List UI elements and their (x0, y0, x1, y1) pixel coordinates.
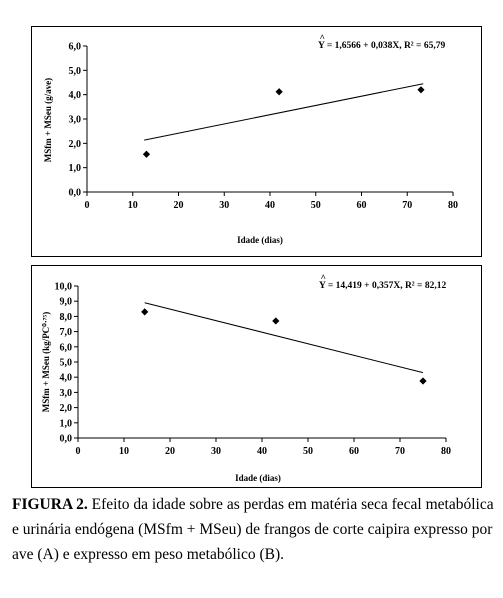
data-point (141, 308, 149, 316)
x-tick-label: 30 (211, 446, 221, 457)
chart-b-svg: 0,0 1,0 2,0 3,0 4,0 5,0 6,0 7,0 8,0 9,0 10,0 0 10 20 3… (41, 274, 451, 483)
y-tick-label: 0,0 (60, 434, 73, 445)
x-tick-label: 30 (219, 200, 229, 211)
y-tick-label: 9,0 (60, 297, 73, 308)
y-tick-label: 6,0 (60, 342, 73, 353)
y-tick-label: 2,0 (60, 403, 73, 414)
x-tick-label: 0 (76, 446, 81, 457)
x-tick-label: 50 (303, 446, 313, 457)
y-tick-label: 7,0 (60, 327, 73, 338)
figure-caption: FIGURA 2. Efeito da idade sobre as perda… (12, 492, 494, 567)
x-tick-label: 10 (128, 200, 138, 211)
chart-panel-a: 0,0 1,0 2,0 3,0 4,0 5,0 6,0 0 10 20 30 40 50 60 70 80 Y … (31, 26, 482, 257)
equation-hat-mark: ^ (320, 34, 326, 44)
x-tick-label: 70 (402, 200, 412, 211)
x-tick-label: 50 (311, 200, 321, 211)
x-tick-label: 80 (448, 200, 458, 211)
y-axis-label: MSfm + MSeu (kg/PC⁰·⁷⁵) (41, 312, 51, 412)
y-tick-label: 5,0 (60, 358, 73, 369)
x-axis-label: Idade (dias) (235, 473, 281, 483)
y-tick-label: 3,0 (69, 115, 82, 126)
x-tick-label: 80 (441, 446, 451, 457)
y-tick-label: 4,0 (69, 90, 82, 101)
data-point (419, 377, 427, 385)
x-tick-label: 40 (257, 446, 267, 457)
y-tick-label: 1,0 (69, 163, 82, 174)
trend-line (144, 83, 424, 141)
data-point (272, 317, 280, 325)
x-tick-label: 70 (395, 446, 405, 457)
caption-text: Efeito da idade sobre as perdas em matér… (12, 496, 494, 563)
y-tick-label: 0,0 (69, 188, 82, 199)
y-tick-label: 4,0 (60, 373, 73, 384)
y-tick-label: 8,0 (60, 312, 73, 323)
y-tick-label: 3,0 (60, 388, 73, 399)
y-tick-label: 6,0 (69, 42, 82, 53)
x-tick-label: 60 (349, 446, 359, 457)
chart-a-svg: 0,0 1,0 2,0 3,0 4,0 5,0 6,0 0 10 20 30 40 50 60 70 80 Y … (43, 34, 458, 245)
chart-panel-b: 0,0 1,0 2,0 3,0 4,0 5,0 6,0 7,0 8,0 9,0 10,0 0 10 20 3… (31, 265, 482, 488)
y-tick-label: 10,0 (55, 282, 73, 293)
x-tick-label: 0 (85, 200, 90, 211)
x-tick-label: 40 (265, 200, 275, 211)
regression-equation: Y = 1,6566 + 0,038X, R² = 65,79 (318, 41, 445, 51)
y-axis-label: MSfm + MSeu (g/ave) (43, 78, 53, 162)
data-point (275, 88, 283, 96)
x-tick-label: 60 (357, 200, 367, 211)
x-tick-label: 20 (165, 446, 175, 457)
x-tick-label: 10 (119, 446, 129, 457)
data-point (417, 86, 425, 94)
x-tick-label: 20 (174, 200, 184, 211)
equation-hat-mark: ^ (321, 274, 327, 284)
trend-line (144, 302, 424, 374)
y-tick-label: 2,0 (69, 139, 82, 150)
y-tick-label: 5,0 (69, 66, 82, 77)
y-tick-label: 1,0 (60, 418, 73, 429)
caption-label: FIGURA 2. (12, 496, 88, 513)
data-point (142, 150, 151, 158)
x-axis-label: Idade (dias) (237, 235, 283, 245)
regression-equation: Y = 14,419 + 0,357X, R² = 82,12 (319, 281, 446, 291)
